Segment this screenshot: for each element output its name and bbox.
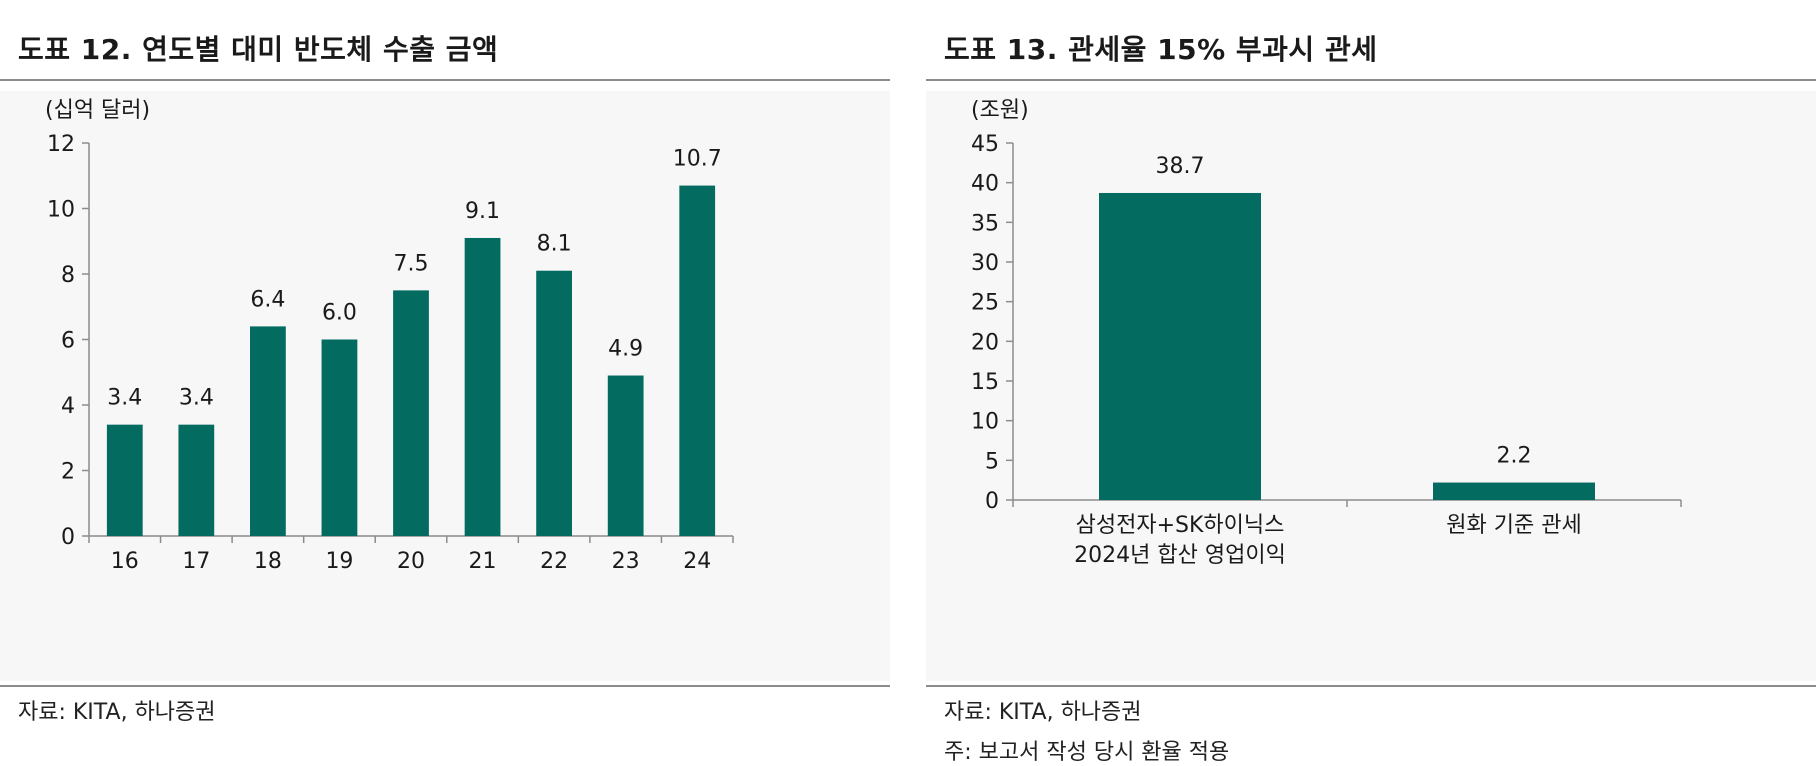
bar <box>250 326 286 536</box>
figure-12-source: 자료: KITA, 하나증권 <box>18 700 216 725</box>
data-label: 2.2 <box>1497 444 1532 469</box>
figure-13-source: 자료: KITA, 하나증권 <box>944 700 1142 725</box>
x-tick-label: 18 <box>254 549 282 574</box>
y-tick-label: 40 <box>971 172 999 197</box>
y-tick-label: 30 <box>971 251 999 276</box>
data-label: 6.4 <box>250 287 285 312</box>
x-tick-label: 22 <box>540 549 568 574</box>
y-tick-label: 0 <box>61 525 75 550</box>
bar <box>1433 482 1595 500</box>
chart-12: (십억 달러)0246810123.4163.4176.4186.0197.52… <box>45 98 734 574</box>
x-tick-label: 24 <box>683 549 711 574</box>
y-tick-label: 25 <box>971 291 999 316</box>
x-tick-label: 21 <box>469 549 497 574</box>
chart-13-area: (조원) 0 5 10 15 20 25 30 35 40 45 38.7 삼성전자+SK하이닉스 202… <box>926 91 1816 681</box>
title-rule <box>926 79 1816 81</box>
y-tick-label: 45 <box>971 132 999 157</box>
data-label: 8.1 <box>537 232 572 257</box>
x-tick-label: 17 <box>182 549 210 574</box>
figure-13: 도표 13. 관세율 15% 부과시 관세 (조원) 0 5 10 15 20 25 30 35… <box>926 0 1816 765</box>
y-tick-label: 12 <box>47 132 75 157</box>
x-tick-label: 19 <box>325 549 353 574</box>
figure-12: 도표 12. 연도별 대미 반도체 수출 금액 (십억 달러) 0 2 4 6 8 10 12… <box>0 0 890 762</box>
figure-12-title: 도표 12. 연도별 대미 반도체 수출 금액 <box>18 33 499 66</box>
data-label: 4.9 <box>608 337 643 362</box>
y-tick-label: 20 <box>971 330 999 355</box>
y-tick-label: 5 <box>985 449 999 474</box>
y-tick-label: 6 <box>61 329 75 354</box>
y-tick-label: 10 <box>971 410 999 435</box>
x-tick-label: 원화 기준 관세 <box>1446 513 1581 538</box>
y-axis-unit-label: (십억 달러) <box>45 98 150 123</box>
data-label: 9.1 <box>465 199 500 224</box>
title-rule <box>0 79 890 81</box>
y-tick-label: 10 <box>47 198 75 223</box>
bar <box>1099 192 1261 500</box>
y-tick-label: 8 <box>61 263 75 288</box>
y-tick-label: 0 <box>985 489 999 514</box>
x-tick-label: 16 <box>111 549 139 574</box>
y-tick-label: 4 <box>61 394 75 419</box>
footer-rule <box>0 685 890 687</box>
x-tick-label: 2024년 합산 영업이익 <box>1074 543 1286 568</box>
y-tick-label: 35 <box>971 211 999 236</box>
data-label: 10.7 <box>673 147 722 172</box>
y-tick-label: 15 <box>971 370 999 395</box>
chart-12-area: (십억 달러) 0 2 4 6 8 10 12 3.4 16 3.4 17 6.4 18 6.0 19 7.5 2… <box>0 91 890 681</box>
data-label: 7.5 <box>394 251 429 276</box>
data-label: 3.4 <box>107 386 142 411</box>
bar <box>321 339 358 536</box>
footer-rule <box>926 685 1816 687</box>
x-tick-label: 23 <box>612 549 640 574</box>
bar <box>393 290 429 536</box>
data-label: 3.4 <box>179 386 214 411</box>
data-label: 6.0 <box>322 301 357 326</box>
bar <box>464 237 501 536</box>
bar <box>106 424 143 536</box>
data-label: 38.7 <box>1156 154 1205 179</box>
y-tick-label: 2 <box>61 460 75 485</box>
bar <box>679 185 716 536</box>
bar <box>536 270 572 536</box>
bar <box>178 424 215 536</box>
figure-13-title: 도표 13. 관세율 15% 부과시 관세 <box>944 33 1378 66</box>
y-axis-unit-label: (조원) <box>971 98 1029 123</box>
x-tick-label: 삼성전자+SK하이닉스 <box>1076 513 1285 538</box>
x-tick-label: 20 <box>397 549 425 574</box>
figure-13-note: 주: 보고서 작성 당시 환율 적용 <box>944 740 1230 765</box>
chart-13: (조원) 0 5 10 15 20 25 30 35 40 45 38.7 삼성전자+SK하이닉스 202… <box>971 98 1682 568</box>
bar <box>607 375 644 536</box>
